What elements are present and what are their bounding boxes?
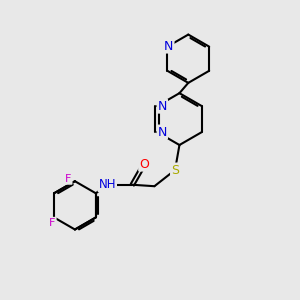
Text: NH: NH	[99, 178, 116, 191]
Text: N: N	[158, 100, 167, 112]
Text: N: N	[164, 40, 173, 52]
Text: O: O	[139, 158, 149, 171]
Text: N: N	[158, 125, 167, 139]
Text: S: S	[171, 164, 179, 176]
Text: F: F	[65, 174, 72, 184]
Text: F: F	[49, 218, 56, 228]
